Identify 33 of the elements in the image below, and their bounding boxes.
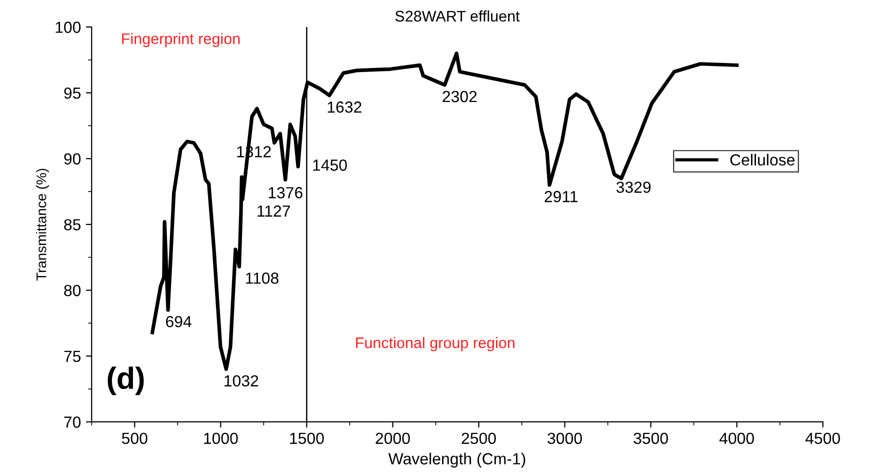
x-tick-label: 4500 — [805, 432, 840, 444]
annotation: Functional group region — [356, 336, 514, 352]
x-tick-label: 4000 — [719, 432, 754, 444]
annotation: 2911 — [544, 190, 578, 202]
y-axis-title: Transmittance (%) — [36, 168, 49, 281]
annotation: 1127 — [258, 205, 290, 217]
legend-label: Cellulose — [730, 154, 795, 166]
annotation: 1032 — [224, 375, 258, 386]
y-tick-label: 95 — [64, 87, 81, 99]
annotation: 2302 — [442, 90, 477, 102]
x-tick-label: 1000 — [204, 432, 238, 444]
x-axis-title: Wavelength (Cm-1) — [388, 452, 526, 468]
annotation: 1632 — [328, 101, 362, 113]
annotation: 1108 — [246, 272, 278, 284]
x-tick-label: 3500 — [634, 432, 668, 444]
x-tick-label: 500 — [122, 432, 148, 444]
x-tick-label: 2000 — [376, 432, 410, 444]
y-tick-label: 90 — [64, 153, 81, 165]
annotation: 694 — [166, 316, 192, 328]
x-tick-label: 2500 — [462, 432, 496, 444]
annotation: Fingerprint region — [122, 32, 240, 48]
x-tick-label: 3000 — [548, 432, 582, 444]
annotation: 1450 — [313, 160, 347, 171]
y-tick-label: 75 — [64, 350, 81, 362]
y-tick-label: 100 — [56, 22, 81, 33]
chart-title: S28WART effluent — [395, 10, 520, 22]
y-tick-label: 85 — [64, 219, 81, 230]
y-tick-label: 70 — [64, 416, 81, 428]
x-tick-label: 1500 — [290, 432, 324, 444]
annotation: (d) — [108, 366, 144, 396]
annotation: 1376 — [268, 187, 302, 198]
y-tick-label: 80 — [64, 284, 81, 296]
annotation: 3329 — [616, 182, 651, 193]
